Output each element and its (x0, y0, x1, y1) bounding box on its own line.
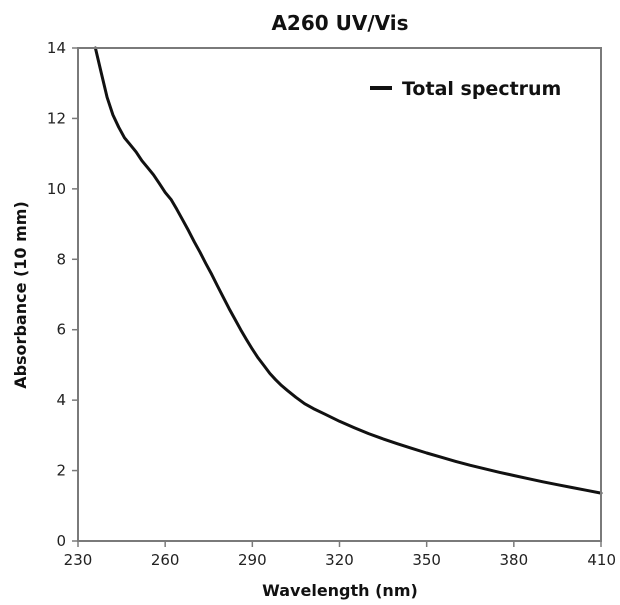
data-point (240, 329, 242, 331)
data-point (455, 460, 457, 462)
data-point (274, 379, 276, 381)
y-tick-label: 10 (47, 180, 66, 198)
y-tick-label: 6 (56, 321, 66, 339)
data-point (426, 452, 428, 454)
data-point (312, 407, 314, 409)
data-point (382, 438, 384, 440)
data-point (100, 71, 102, 73)
data-point (556, 484, 558, 486)
x-tick-label: 410 (587, 551, 616, 569)
data-point (141, 160, 143, 162)
data-point (181, 219, 183, 221)
data-point (484, 468, 486, 470)
series-layer (93, 46, 603, 495)
data-point (129, 144, 131, 146)
y-tick-label: 14 (47, 39, 66, 57)
data-point (542, 481, 544, 483)
data-point (135, 151, 137, 153)
y-tick-label: 8 (56, 250, 66, 268)
y-tick-label: 12 (47, 109, 66, 127)
data-point (106, 96, 108, 98)
data-point (324, 413, 326, 415)
y-tick-label: 0 (56, 532, 66, 550)
data-point (245, 338, 247, 340)
data-point (257, 357, 259, 359)
axis-layer: 0 2 4 6 8 10 12 14 230 260 290 320 350 380 410 (47, 39, 616, 569)
data-point (513, 474, 515, 476)
data-point (216, 285, 218, 287)
data-point (295, 396, 297, 398)
y-tick-label: 2 (56, 462, 66, 480)
x-tick-label: 260 (151, 551, 180, 569)
data-point (170, 198, 172, 200)
x-tick-label: 350 (412, 551, 441, 569)
x-tick-label: 230 (64, 551, 93, 569)
data-point (199, 251, 201, 253)
plot-frame (77, 47, 602, 542)
data-point (176, 208, 178, 210)
data-point (527, 478, 529, 480)
data-point (411, 447, 413, 449)
data-point (193, 241, 195, 243)
data-point (440, 456, 442, 458)
data-point (112, 114, 114, 116)
data-point (234, 318, 236, 320)
series-line (93, 46, 603, 495)
data-point (147, 167, 149, 169)
data-point (251, 348, 253, 350)
data-point (123, 137, 125, 139)
data-point (211, 273, 213, 275)
y-tick-label: 4 (56, 391, 66, 409)
data-point (205, 262, 207, 264)
data-point (269, 372, 271, 374)
legend: Total spectrum (370, 78, 561, 100)
data-point (303, 403, 305, 405)
data-point (280, 384, 282, 386)
x-tick-label: 290 (238, 551, 267, 569)
data-point (286, 389, 288, 391)
data-point (338, 420, 340, 422)
data-point (228, 307, 230, 309)
chart-title: A260 UV/Vis (271, 11, 408, 35)
data-point (164, 191, 166, 193)
y-axis-title: Absorbance (10 mm) (11, 201, 30, 389)
data-point (353, 426, 355, 428)
data-point (498, 471, 500, 473)
data-point (469, 464, 471, 466)
data-point (571, 486, 573, 488)
legend-label: Total spectrum (402, 78, 561, 100)
data-point (585, 489, 587, 491)
data-point (396, 443, 398, 445)
data-point (158, 182, 160, 184)
data-point (118, 126, 120, 128)
x-tick-label: 320 (325, 551, 354, 569)
data-point (263, 364, 265, 366)
data-point (367, 432, 369, 434)
x-axis-title: Wavelength (nm) (262, 581, 418, 600)
x-tick-label: 380 (500, 551, 529, 569)
data-point (222, 296, 224, 298)
data-point (152, 174, 154, 176)
data-point (187, 229, 189, 231)
